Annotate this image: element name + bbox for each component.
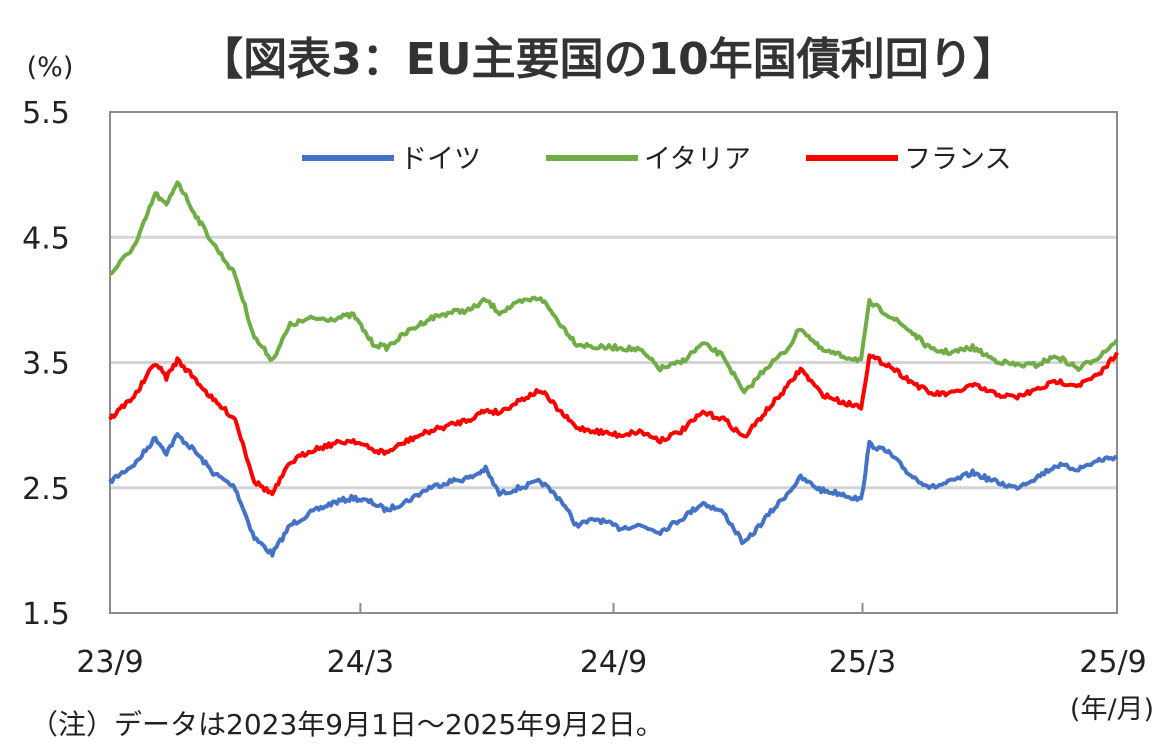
x-tick-label: 23/9: [76, 645, 143, 680]
y-tick-label: 5.5: [22, 96, 70, 131]
legend-label: ドイツ: [400, 144, 481, 175]
y-tick-label: 3.5: [22, 347, 70, 382]
series-line-2: [108, 351, 1119, 497]
series-lines: [108, 180, 1119, 558]
footnote: （注）データは2023年9月1日～2025年9月2日。: [30, 708, 664, 741]
x-axis: 23/9 24/3 24/9 25/3 25/9: [76, 603, 1147, 680]
x-tick-label: 24/9: [580, 645, 647, 680]
y-axis-unit: (%): [27, 52, 74, 83]
y-tick-label: 2.5: [22, 472, 70, 507]
legend-label: イタリア: [644, 144, 751, 175]
series-line-0: [108, 432, 1118, 558]
x-tick-label: 24/3: [327, 645, 394, 680]
y-axis: 5.5 4.5 3.5 2.5 1.5: [22, 96, 70, 632]
x-axis-unit: (年/月): [1070, 694, 1154, 725]
legend-label: フランス: [904, 144, 1011, 175]
series-line-1: [109, 180, 1119, 395]
grid-lines: [110, 235, 1117, 490]
x-tick-label: 25/3: [829, 645, 896, 680]
x-tick-label: 25/9: [1079, 645, 1146, 680]
y-tick-label: 1.5: [22, 597, 70, 632]
legend: ドイツ イタリア フランス: [302, 144, 1011, 175]
chart-title: 【図表3：EU主要国の10年国債利回り】: [199, 34, 1017, 85]
y-tick-label: 4.5: [22, 221, 70, 256]
